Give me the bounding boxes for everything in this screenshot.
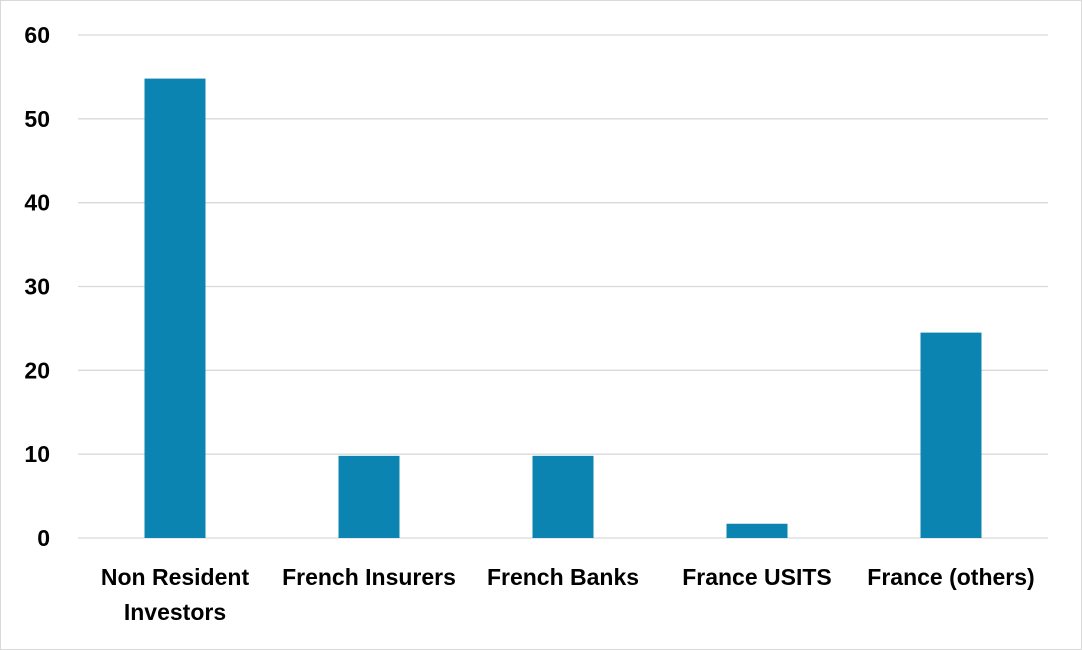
bar — [532, 455, 594, 538]
bar — [338, 455, 400, 538]
x-category-label: Non Resident — [101, 564, 250, 590]
bar — [144, 78, 206, 539]
bars — [144, 78, 982, 539]
y-tick-label: 0 — [37, 525, 50, 551]
x-category-label: French Banks — [487, 564, 639, 590]
y-tick-label: 30 — [24, 274, 50, 300]
x-category-label: French Insurers — [282, 564, 456, 590]
x-category-label: France (others) — [867, 564, 1034, 590]
y-tick-label: 40 — [24, 190, 50, 216]
bar — [726, 523, 788, 538]
y-tick-label: 10 — [24, 441, 50, 467]
x-category-label: France USITS — [682, 564, 832, 590]
y-axis-tick-labels: 0 10 20 30 40 50 60 — [24, 22, 50, 551]
gridlines — [78, 34, 1048, 539]
y-tick-label: 20 — [24, 357, 50, 383]
x-category-label: Investors — [124, 599, 226, 625]
y-tick-label: 50 — [24, 106, 50, 132]
bar — [920, 332, 982, 538]
y-tick-label: 60 — [24, 22, 50, 48]
x-axis-category-labels: Non Resident Investors French Insurers Fren… — [101, 564, 1035, 625]
